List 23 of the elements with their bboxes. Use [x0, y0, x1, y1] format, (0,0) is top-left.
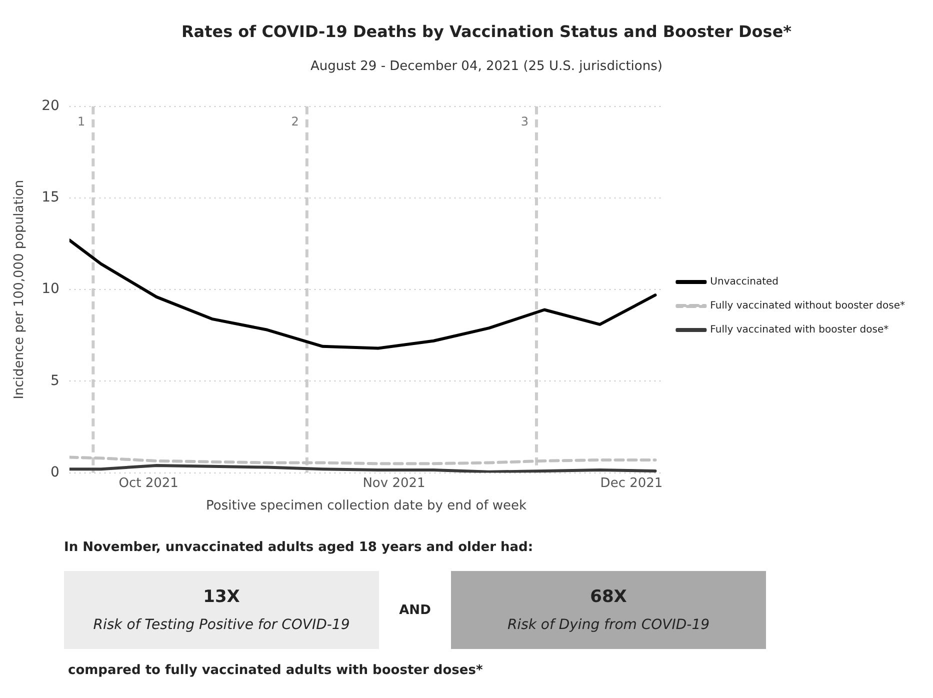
- chart-subtitle: August 29 - December 04, 2021 (25 U.S. jurisdictions): [310, 59, 664, 74]
- legend-label: Fully vaccinated without booster dose*: [710, 300, 906, 312]
- text: AND: [398, 602, 432, 618]
- x-tick-label: Oct 2021: [118, 476, 178, 491]
- chart-title: Rates of COVID-19 Deaths by Vaccination Status and Booster Dose*: [180, 21, 793, 41]
- legend-label: Fully vaccinated with booster dose*: [710, 324, 889, 336]
- y-tick-label: 15: [42, 190, 60, 206]
- y-tick-label: 5: [50, 372, 60, 389]
- light-panel: 13X Risk of Testing Positive for COVID-19: [64, 571, 379, 649]
- y-axis-title: Incidence per 100,000 population: [12, 180, 28, 400]
- y-tick-label: 0: [50, 464, 60, 480]
- ref-line-label: 3: [520, 114, 528, 129]
- x-axis-title: Positive specimen collection date by end of week: [206, 498, 528, 514]
- text: In November, unvaccinated adults aged 18 years and older had:: [64, 540, 534, 555]
- y-tick-label: 10: [42, 281, 60, 298]
- y-tick-label: 20: [42, 98, 60, 114]
- ref-line-label: 1: [78, 114, 86, 129]
- x-tick-label: Nov 2021: [362, 476, 426, 491]
- legend-label: Unvaccinated: [710, 276, 779, 288]
- x-tick-label: Dec 2021: [600, 476, 663, 491]
- ref-line-label: 2: [291, 114, 299, 129]
- dark-panel: 68X Risk of Dying from COVID-19: [451, 571, 766, 649]
- text: compared to fully vaccinated adults with booster doses*: [68, 663, 484, 678]
